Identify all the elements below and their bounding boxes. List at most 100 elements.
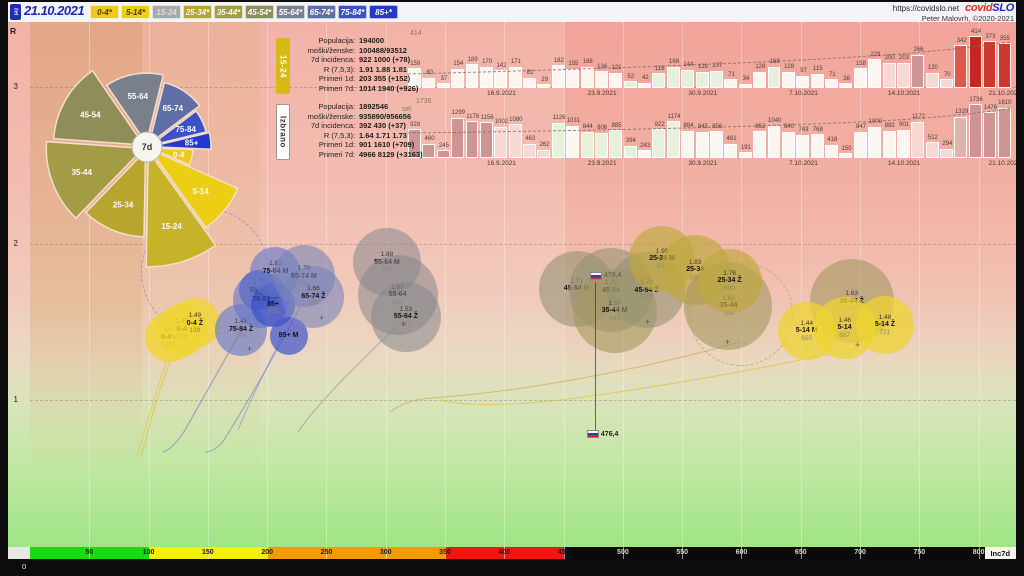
info-row-label: Primeri 1d <box>318 74 353 84</box>
bubble-55-64-Ž[interactable]: 1.53 55-64 Ž 317 <box>370 282 441 353</box>
bubble-r-value: 1.49 <box>188 312 202 320</box>
color-scale-segment <box>445 547 564 559</box>
chart-bar-value: 355 <box>999 35 1010 42</box>
color-scale-tick <box>207 547 209 559</box>
chart-bar <box>796 75 810 88</box>
grid-vline <box>445 22 447 547</box>
site-link[interactable]: https://covidslo.net <box>892 4 960 13</box>
info-row-value: 203 355 (+152) <box>359 74 411 84</box>
rose-pie-chart: 55-64 65-74 75-84 85+0-4 5-14 15-24 25-34 35-44… <box>45 69 239 268</box>
bubble-5-14-Ž[interactable]: 1.48 5-14 Ž 721 <box>855 295 914 354</box>
pie-slice-75-84[interactable] <box>150 109 207 147</box>
chart-bar <box>853 131 867 158</box>
pie-slice-15-24[interactable] <box>145 148 217 268</box>
bubble-name: 5-14 M <box>795 327 818 335</box>
age-button-5-14[interactable]: 5-14* <box>121 5 150 19</box>
chart-bar <box>781 131 795 158</box>
bubble-inc-value: 239 <box>307 300 319 308</box>
plus-marker: + <box>319 313 325 323</box>
chart-date-label: 7.10.2021 <box>789 160 818 167</box>
age-button-25-34[interactable]: 25-34* <box>183 5 212 19</box>
brand-slo: SLO <box>992 2 1014 14</box>
info-box-Izbrano: Izbrano Populacija:1892546 moški/ženske:93… <box>276 102 423 162</box>
info-row-colon: : <box>353 74 356 84</box>
pie-slice-45-54[interactable] <box>52 69 145 146</box>
info-row: Populacija:194000 <box>293 36 408 46</box>
plus-marker: + <box>725 337 731 347</box>
info-row: 7d incidenca:922 1000 (+78) <box>293 55 410 65</box>
age-button-45-54[interactable]: 45-54* <box>245 5 274 19</box>
info-row-colon: : <box>353 36 356 45</box>
x-tick-label: 450 <box>557 549 570 556</box>
chart-bar <box>810 134 824 158</box>
weekday-chip: čet <box>10 4 21 20</box>
color-scale-tick <box>148 547 150 559</box>
pie-slice-65-74[interactable] <box>147 81 201 146</box>
bubble-r-value: 1.88 <box>380 251 394 259</box>
grid-vline <box>919 22 921 547</box>
info-row: Primeri 1d:901 1610 (+709) <box>293 140 414 150</box>
info-row-label: 7d incidenca <box>310 121 353 131</box>
info-box-15-24: 15-24 Populacija:194000 moški/ženske:10048… <box>276 36 418 96</box>
pie-slice-5-14[interactable] <box>147 147 239 229</box>
bubble-inc-value: 655 <box>801 334 813 342</box>
age-button-75-84[interactable]: 75-84* <box>338 5 367 19</box>
bubble-0-4-Ž[interactable]: 1.49 0-4 Ž 139 <box>169 298 220 349</box>
age-button-15-24[interactable]: 15-24 <box>152 5 181 19</box>
chart-bar <box>479 66 493 88</box>
x-tick-label: 550 <box>676 549 689 556</box>
chart-bar-value: 150 <box>841 145 852 152</box>
y-axis-title: R <box>10 26 17 36</box>
bubble-inc-value: 687 <box>839 331 851 339</box>
chart-bar-value: 463 <box>525 136 536 143</box>
bubble-25-34-Ž[interactable]: 1.76 25-34 Ž 590 <box>697 249 762 314</box>
age-button-0-4[interactable]: 0-4* <box>90 5 119 19</box>
x-tick-label: 250 <box>320 549 333 556</box>
info-box-tab: 15-24 <box>276 38 290 94</box>
left-edge <box>0 0 8 576</box>
pie-slice-35-44[interactable] <box>45 140 145 220</box>
chart-bar <box>925 142 939 158</box>
brand-logo: covidSLO <box>965 2 1014 14</box>
chart-date-label: 16.9.2021 <box>487 90 516 97</box>
color-scale-tick <box>267 547 269 559</box>
info-row-value: 4966 8129 (+3163) <box>359 149 423 159</box>
chart-bar <box>825 144 839 158</box>
incidence-color-scale: 50 100 150 200 250 300 350 400 450 500 550 600 650 70… <box>8 547 1016 559</box>
info-row-colon: : <box>353 130 356 140</box>
bubble-name: 0-4 Ž <box>186 319 203 327</box>
national-marker-line <box>594 282 596 433</box>
age-button-65-74[interactable]: 65-74* <box>307 5 336 19</box>
pie-slice-25-34[interactable] <box>84 148 147 238</box>
info-row: Primeri 1d:203 355 (+152) <box>293 74 411 84</box>
x-tick-label: 600 <box>735 549 748 556</box>
chart-bar <box>839 153 853 158</box>
age-button-85[interactable]: 85+* <box>369 5 398 19</box>
chart-bar-value: 116 <box>654 65 665 72</box>
chart-bar-value: 856 <box>712 123 723 130</box>
chart-bar <box>724 143 738 158</box>
age-button-55-64[interactable]: 55-64* <box>276 5 305 19</box>
chart-bar <box>882 62 896 88</box>
bubble-inc-value: 721 <box>879 328 891 336</box>
chart-bar <box>954 45 968 88</box>
info-row: Populacija:1892546 <box>293 102 408 112</box>
national-marker-value: 476,4 <box>603 272 622 279</box>
chart-bar-value: 121 <box>611 65 622 72</box>
bubble-inc-value: 317 <box>400 320 412 328</box>
x-tick-label: 750 <box>913 549 926 556</box>
bubble-inc-value: 205 <box>267 308 279 316</box>
pie-slice-85+[interactable] <box>150 131 212 150</box>
bubble-inc-value: 590 <box>724 284 736 292</box>
credit: Peter Malovrh, ©2020-2021 <box>921 14 1014 23</box>
info-row-value: 1.64 1.71 1.73 <box>359 130 407 140</box>
info-row-colon: : <box>353 64 356 74</box>
chart-max-label: 1736 <box>416 98 432 105</box>
pie-slice-label: 35-44 <box>71 168 92 177</box>
chart-bar <box>997 107 1011 158</box>
chart-bar-value: 243 <box>640 142 651 149</box>
age-button-35-44[interactable]: 35-44* <box>214 5 243 19</box>
bubble-65-74-Ž[interactable]: 1.66 65-74 Ž 239 <box>282 265 345 328</box>
current-date: 21.10.2021 <box>24 3 85 18</box>
pie-slice-55-64[interactable] <box>105 72 165 145</box>
